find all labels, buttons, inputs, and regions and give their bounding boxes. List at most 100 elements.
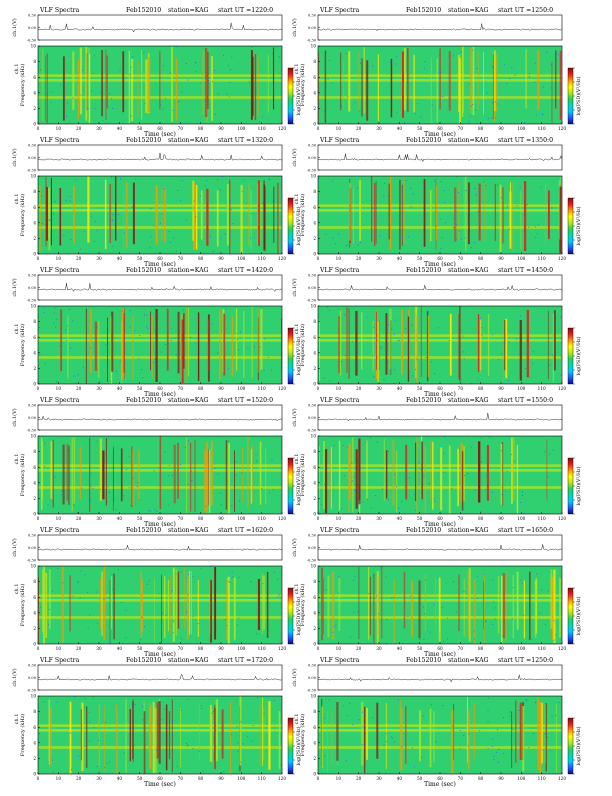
panel-title: VLF Spectra <box>39 267 80 274</box>
spectrogram-image <box>318 566 562 644</box>
burst-stripe <box>235 308 238 371</box>
noise-speckle <box>509 228 511 230</box>
burst-stripe <box>62 56 65 121</box>
time-tick-label: 40 <box>117 516 123 521</box>
burst-stripe <box>327 575 330 638</box>
noise-speckle <box>414 509 416 511</box>
noise-speckle <box>460 379 462 381</box>
noise-speckle <box>474 187 476 189</box>
burst-stripe <box>149 705 152 770</box>
noise-speckle <box>48 608 50 610</box>
time-tick-label: 10 <box>56 386 62 391</box>
burst-stripe <box>430 58 432 124</box>
noise-speckle <box>111 466 113 468</box>
time-tick-label: 40 <box>117 126 123 131</box>
frequency-tick-label: 8 <box>33 579 36 584</box>
noise-speckle <box>529 72 531 74</box>
noise-speckle <box>324 110 326 112</box>
harmonic-band <box>38 594 282 597</box>
noise-speckle <box>182 309 184 311</box>
noise-speckle <box>560 374 562 376</box>
waveform-frame <box>317 14 563 41</box>
noise-speckle <box>456 176 458 178</box>
noise-speckle <box>458 230 460 232</box>
noise-speckle <box>128 456 130 458</box>
noise-speckle <box>391 737 393 739</box>
noise-speckle <box>257 697 259 699</box>
noise-speckle <box>506 471 508 473</box>
noise-speckle <box>54 201 56 203</box>
burst-stripe <box>327 710 329 774</box>
noise-speckle <box>175 354 177 356</box>
frequency-channel-label: ch.1 <box>14 714 20 725</box>
burst-stripe <box>66 443 69 501</box>
burst-stripe <box>214 704 216 761</box>
burst-stripe <box>155 309 158 383</box>
colorbar-label: log(PSD)(V²/Hz) <box>575 336 582 375</box>
noise-speckle <box>318 105 320 107</box>
panel-start-time: start UT =1520:0 <box>218 397 273 404</box>
frequency-tick-label: 10 <box>311 304 317 309</box>
burst-stripe <box>263 180 265 252</box>
noise-speckle <box>148 510 150 511</box>
noise-speckle <box>156 749 157 751</box>
burst-stripe <box>473 702 475 759</box>
time-tick-label: 110 <box>258 256 266 261</box>
time-tick-label: 80 <box>198 516 204 521</box>
harmonic-band <box>318 746 562 749</box>
noise-speckle <box>473 630 475 632</box>
burst-stripe <box>176 568 178 632</box>
harmonic-band <box>38 226 282 229</box>
colorbar <box>567 67 574 125</box>
noise-speckle <box>366 316 368 318</box>
noise-speckle <box>452 55 454 57</box>
noise-speckle <box>476 576 478 578</box>
waveform-tick-label: -0.30 <box>307 429 317 433</box>
burst-stripe <box>375 180 377 245</box>
burst-stripe <box>234 450 236 512</box>
time-tick-label: 80 <box>478 126 484 131</box>
waveform-frame <box>317 534 563 561</box>
noise-speckle <box>96 591 98 593</box>
burst-stripe <box>69 575 71 632</box>
burst-stripe <box>211 440 213 506</box>
burst-stripe <box>89 438 91 512</box>
noise-speckle <box>262 583 264 585</box>
burst-stripe <box>143 711 146 774</box>
noise-speckle <box>532 362 534 364</box>
time-tick-label: 100 <box>517 256 525 261</box>
noise-speckle <box>259 346 261 348</box>
noise-speckle <box>69 200 71 202</box>
burst-stripe <box>504 320 507 371</box>
noise-speckle <box>67 102 69 104</box>
panel-title: VLF Spectra <box>319 527 360 534</box>
noise-speckle <box>51 759 53 761</box>
burst-stripe <box>433 711 435 763</box>
time-tick-label: 40 <box>397 776 403 781</box>
noise-speckle <box>495 117 497 119</box>
burst-stripe <box>324 50 327 123</box>
noise-speckle <box>39 354 41 356</box>
noise-speckle <box>544 733 546 735</box>
noise-speckle <box>38 327 40 329</box>
colorbar <box>287 587 294 645</box>
time-tick-label: 100 <box>237 646 245 651</box>
noise-speckle <box>356 362 358 364</box>
noise-speckle <box>479 730 481 732</box>
burst-stripe <box>125 699 127 773</box>
time-tick-label: 30 <box>376 646 382 651</box>
waveform-tick-label: -0.30 <box>27 299 37 303</box>
noise-speckle <box>209 566 211 568</box>
noise-speckle <box>70 238 72 240</box>
noise-speckle <box>358 719 360 721</box>
burst-stripe <box>262 697 264 766</box>
noise-speckle <box>536 233 538 235</box>
noise-speckle <box>492 334 494 336</box>
noise-speckle <box>197 623 199 625</box>
noise-speckle <box>492 67 494 69</box>
time-tick-label: 100 <box>517 516 525 521</box>
noise-speckle <box>237 750 239 752</box>
burst-stripe <box>454 187 457 242</box>
burst-stripe <box>453 704 455 760</box>
noise-speckle <box>468 83 470 85</box>
